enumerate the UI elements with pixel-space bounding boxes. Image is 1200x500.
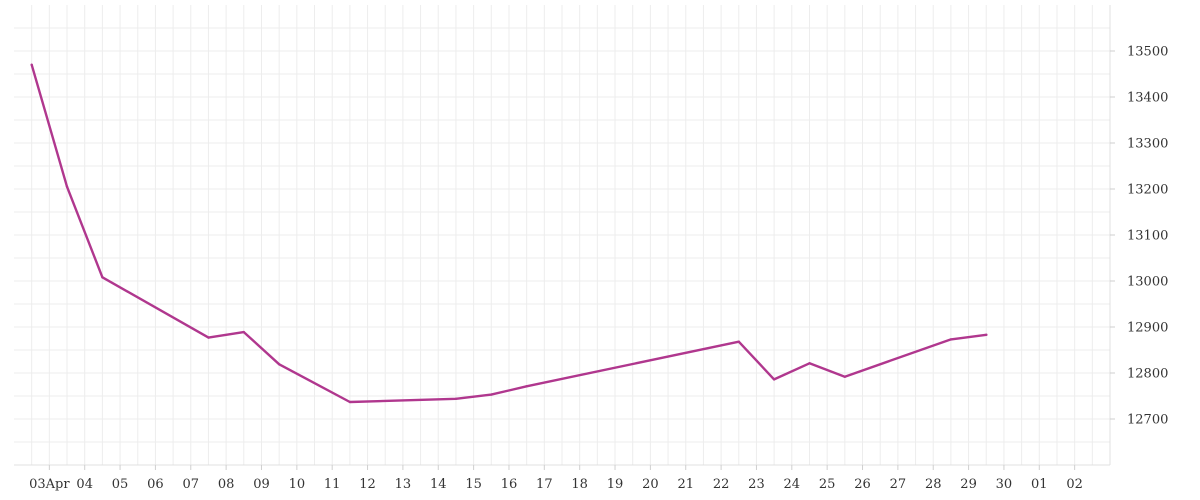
- x-tick-label: 12: [359, 477, 376, 492]
- data-point: [490, 393, 493, 396]
- x-tick-label: 25: [819, 477, 836, 492]
- data-point: [843, 375, 846, 378]
- data-point: [808, 362, 811, 365]
- y-tick-label: 12800: [1127, 367, 1168, 382]
- x-tick-label: 11: [324, 477, 341, 492]
- data-point: [454, 397, 458, 400]
- x-tick-label: 27: [890, 477, 907, 492]
- data-point: [30, 63, 33, 66]
- data-point: [737, 340, 740, 343]
- x-tick-label: 14: [430, 477, 447, 492]
- y-tick-label: 12700: [1127, 413, 1168, 428]
- x-tick-label: 06: [147, 477, 164, 492]
- x-tick-label: 03Apr: [29, 477, 70, 492]
- x-tick-label: 24: [784, 477, 801, 492]
- x-tick-label: 30: [996, 477, 1013, 492]
- x-tick-label: 15: [465, 477, 482, 492]
- y-tick-label: 13200: [1127, 183, 1168, 198]
- data-point: [772, 378, 776, 381]
- x-tick-label: 20: [642, 477, 659, 492]
- data-point: [278, 363, 281, 366]
- y-tick-label: 13000: [1127, 275, 1168, 290]
- x-tick-label: 04: [76, 477, 93, 492]
- x-tick-label: 22: [713, 477, 730, 492]
- y-tick-label: 12900: [1127, 321, 1168, 336]
- x-tick-label: 09: [253, 477, 270, 492]
- data-point: [65, 185, 69, 188]
- x-tick-label: 08: [218, 477, 235, 492]
- x-tick-label: 10: [289, 477, 306, 492]
- data-point: [348, 400, 352, 404]
- x-tick-label: 28: [925, 477, 942, 492]
- data-point: [207, 336, 210, 339]
- x-tick-label: 21: [677, 477, 694, 492]
- x-tick-label: 01: [1031, 477, 1048, 492]
- x-tick-label: 26: [854, 477, 871, 492]
- x-tick-label: 02: [1066, 477, 1083, 492]
- data-point: [949, 338, 953, 341]
- data-point: [101, 276, 104, 279]
- x-tick-label: 18: [571, 477, 588, 492]
- x-tick-label: 23: [748, 477, 765, 492]
- x-tick-label: 07: [183, 477, 200, 492]
- y-tick-label: 13400: [1127, 91, 1168, 106]
- series-line: [30, 63, 988, 404]
- y-tick-label: 13300: [1127, 137, 1168, 152]
- x-tick-label: 19: [607, 477, 624, 492]
- x-tick-label: 29: [960, 477, 977, 492]
- x-tick-label: 16: [501, 477, 518, 492]
- series-group: [30, 63, 988, 404]
- data-point: [985, 333, 988, 336]
- gridlines: [14, 5, 1110, 465]
- x-tick-label: 13: [395, 477, 412, 492]
- y-tick-label: 13100: [1127, 229, 1168, 244]
- data-point: [242, 330, 245, 334]
- x-tick-label: 05: [112, 477, 129, 492]
- y-axis-ticks: 12700 12800 12900 13000 13100 13200 13300 13400…: [1110, 45, 1168, 428]
- data-point: [525, 385, 528, 388]
- y-tick-label: 13500: [1127, 45, 1168, 60]
- x-axis-ticks: 03Apr 04 05 06 07 08 09 10 11 12 13 14 15 16 17 18 19 20 2…: [29, 465, 1083, 492]
- x-tick-label: 17: [536, 477, 553, 492]
